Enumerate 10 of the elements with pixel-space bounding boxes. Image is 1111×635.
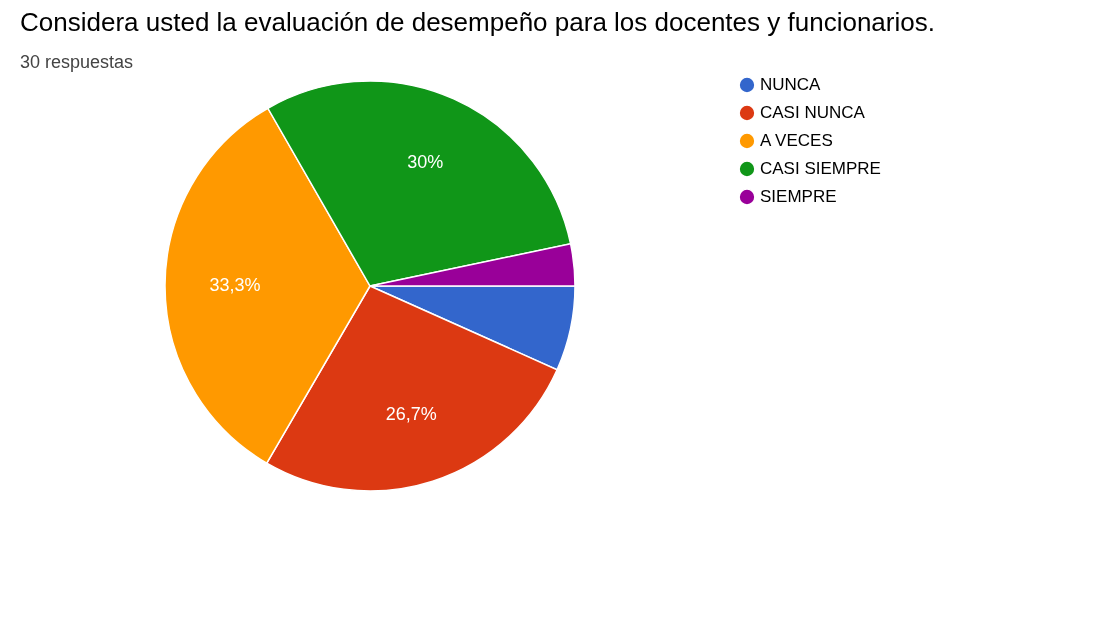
legend-label: A VECES (760, 131, 833, 150)
chart-title: Considera usted la evaluación de desempeño para los docentes y funcionarios. (20, 7, 935, 37)
legend-label: CASI NUNCA (760, 103, 866, 122)
data-label: 30% (407, 151, 444, 172)
data-label: 26,7% (385, 403, 437, 424)
chart-subtitle: 30 respuestas (20, 52, 134, 72)
legend-label: CASI SIEMPRE (760, 159, 881, 178)
data-label: 33,3% (209, 274, 261, 295)
legend-label: SIEMPRE (760, 187, 837, 206)
legend-label: NUNCA (760, 75, 822, 94)
